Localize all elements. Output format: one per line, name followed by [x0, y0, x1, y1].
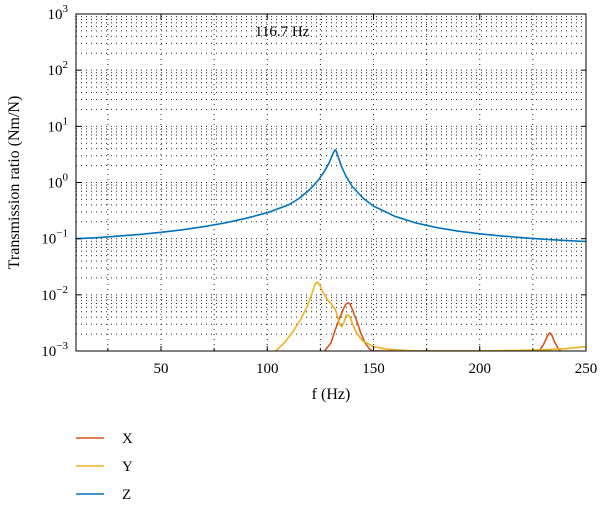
y-tick-label: 10−3	[41, 340, 68, 360]
x-tick-label: 50	[154, 361, 169, 377]
y-tick-label: 10−2	[41, 284, 68, 304]
frequency-annotation: 116.7 Hz	[255, 24, 310, 40]
x-axis-label: f (Hz)	[312, 386, 351, 403]
series-lines	[76, 149, 586, 351]
x-tick-label: 150	[362, 361, 385, 377]
legend: XYZ	[76, 431, 133, 503]
series-line-z	[76, 149, 586, 243]
x-tick-label: 250	[575, 361, 598, 377]
x-tick-label: 100	[256, 361, 279, 377]
legend-label-y: Y	[122, 459, 133, 475]
legend-label-z: Z	[122, 487, 131, 503]
y-tick-label: 10−1	[41, 228, 68, 248]
x-tick-label: 200	[469, 361, 492, 377]
y-tick-label: 100	[48, 172, 69, 192]
y-tick-label: 102	[48, 59, 69, 79]
grid	[76, 14, 586, 351]
ticks: 50 100 150 200 250 10−3 10−2 10−1 100 101 102 103	[41, 3, 597, 377]
y-tick-label: 103	[48, 3, 69, 23]
series-line-y	[275, 281, 586, 351]
legend-label-x: X	[122, 431, 133, 447]
series-line-x	[323, 302, 562, 351]
y-tick-label: 101	[48, 115, 69, 135]
y-axis-label: Transmission ratio (Nm/N)	[6, 96, 23, 270]
